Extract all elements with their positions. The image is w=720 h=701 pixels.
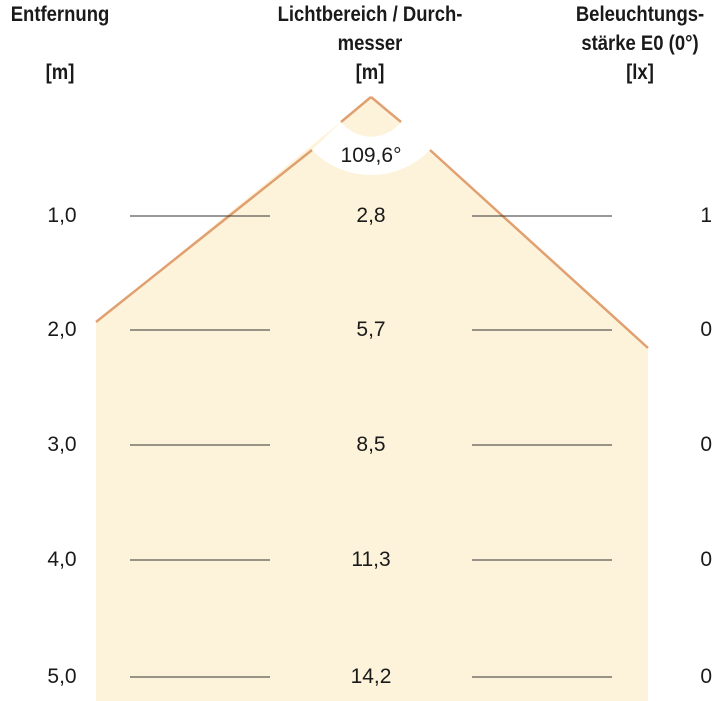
beam-edge-left	[95, 149, 313, 323]
header-diameter-title-2: messer	[337, 32, 403, 55]
beam-angle-label: 109,6°	[340, 144, 402, 167]
header-illuminance-unit: [lx]	[626, 61, 654, 84]
illuminance-value: 1	[700, 204, 712, 227]
header-distance-title: Entfernung	[10, 3, 110, 26]
diameter-value: 5,7	[356, 318, 386, 341]
illuminance-value: 0	[700, 318, 712, 341]
distance-value: 5,0	[47, 665, 77, 688]
header-diameter: Lichtbereich / Durch- messer [m]	[247, 0, 493, 87]
diameter-value: 14,2	[350, 665, 392, 688]
diameter-value: 8,5	[356, 433, 386, 456]
illuminance-value: 0	[700, 433, 712, 456]
header-distance: Entfernung [m]	[0, 0, 122, 87]
distance-value: 2,0	[47, 318, 77, 341]
angle-arc-band	[312, 122, 430, 176]
distance-value: 4,0	[47, 548, 77, 571]
beam-edge-right	[429, 149, 649, 349]
distance-value: 1,0	[47, 204, 77, 227]
beam-edge-tip-left	[340, 96, 372, 123]
diameter-value: 11,3	[351, 548, 391, 571]
header-distance-unit: [m]	[45, 61, 75, 84]
header-illuminance: Beleuchtungs- stärke E0 (0°) [lx]	[561, 0, 719, 87]
header-diameter-title: Lichtbereich / Durch-	[277, 3, 463, 26]
header-illuminance-title-2: stärke E0 (0°)	[581, 32, 699, 55]
diameter-value: 2,8	[356, 204, 386, 227]
header-illuminance-title: Beleuchtungs-	[575, 3, 705, 26]
beam-cone-fill	[96, 97, 648, 701]
beam-edge-tip-right	[370, 96, 402, 123]
header-diameter-unit: [m]	[355, 61, 385, 84]
illuminance-value: 0	[700, 548, 712, 571]
illuminance-value: 0	[700, 665, 712, 688]
distance-value: 3,0	[47, 433, 77, 456]
